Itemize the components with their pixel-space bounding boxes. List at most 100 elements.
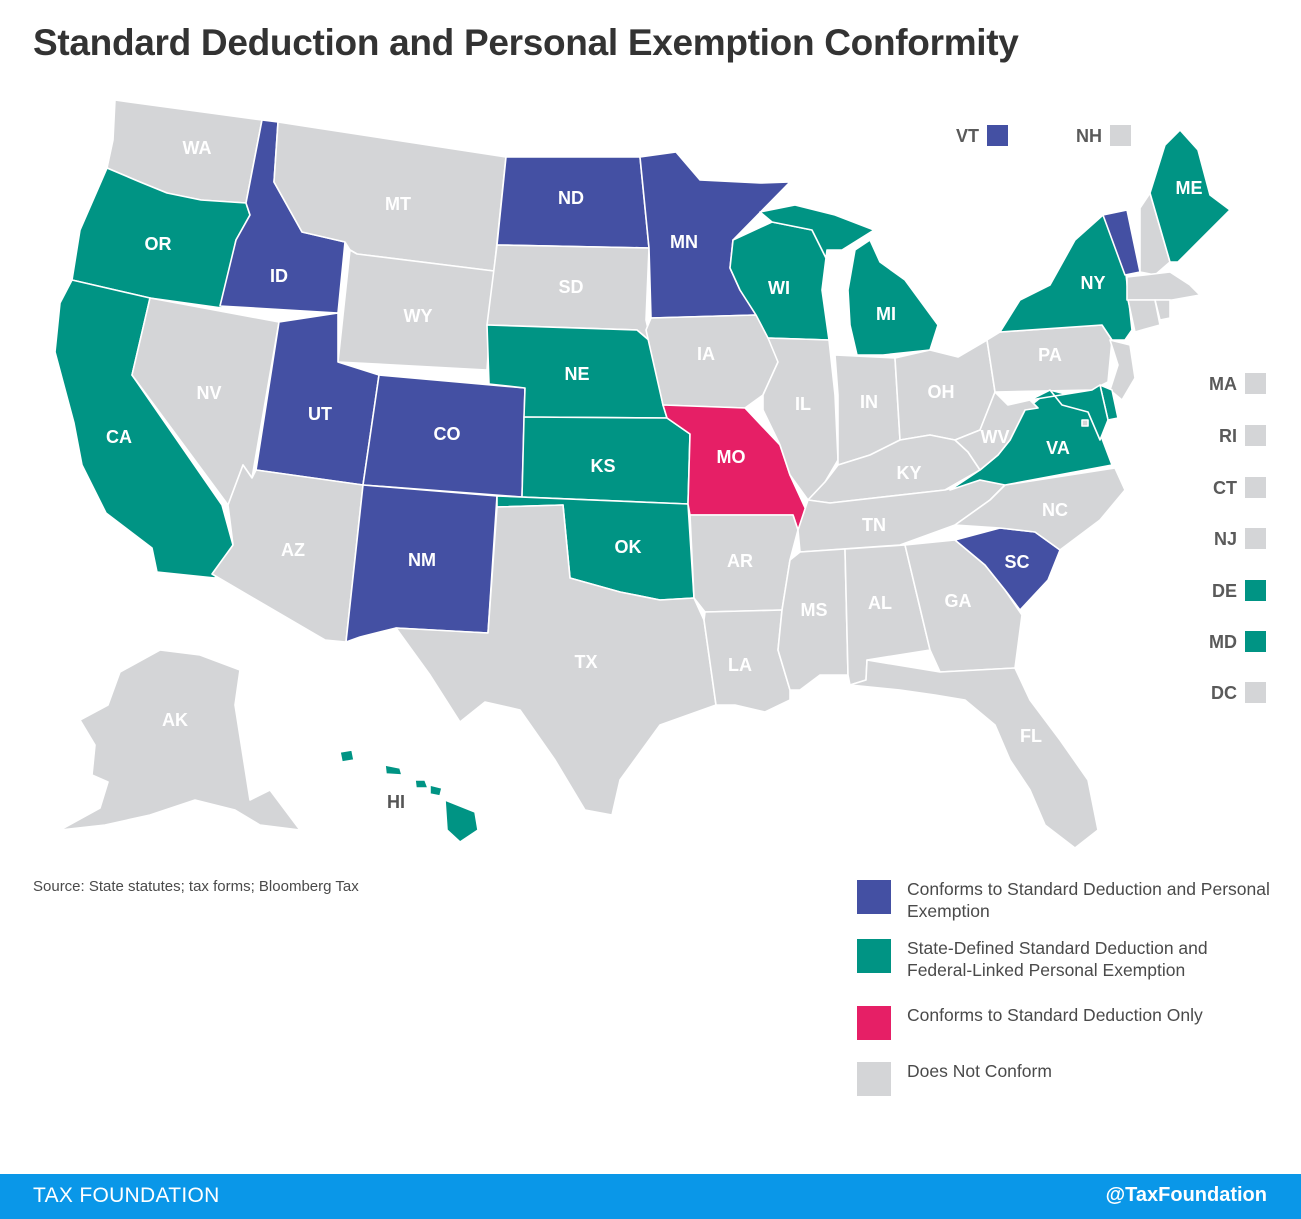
state-label-wv: WV: [981, 427, 1010, 447]
state-label-wa: WA: [183, 138, 212, 158]
state-label-in: IN: [860, 392, 878, 412]
state-label-fl: FL: [1020, 726, 1042, 746]
state-shape-me: [1149, 129, 1231, 263]
state-label-il: IL: [795, 394, 811, 414]
state-nc: [954, 467, 1126, 551]
state-shape-ri: [1154, 299, 1171, 321]
state-label-co: CO: [434, 424, 461, 444]
state-label-ks: KS: [590, 456, 615, 476]
state-label-tx: TX: [574, 652, 597, 672]
state-shape-ma: [1126, 271, 1201, 301]
legend-label: Does Not Conform: [907, 1061, 1052, 1081]
state-hi: [339, 749, 479, 843]
state-md: [1029, 384, 1109, 441]
state-label-ok: OK: [615, 537, 642, 557]
state-label-ny: NY: [1080, 273, 1105, 293]
inset-label-ct: CT: [1213, 478, 1237, 498]
state-shape-mi: [759, 204, 875, 259]
state-me: [1149, 129, 1231, 263]
state-label-mt: MT: [385, 194, 411, 214]
state-ms: [777, 548, 849, 691]
state-nh: [1139, 192, 1171, 276]
state-fl: [849, 659, 1099, 849]
state-il: [762, 337, 839, 501]
state-label-la: LA: [728, 655, 752, 675]
legend-label: State-Defined Standard Deduction and Fed…: [907, 938, 1208, 980]
source-note: Source: State statutes; tax forms; Bloom…: [33, 878, 359, 895]
state-label-sd: SD: [558, 277, 583, 297]
state-label-mn: MN: [670, 232, 698, 252]
state-shape-dc: [1081, 419, 1089, 427]
inset-square-ri: [1245, 425, 1266, 446]
state-label-oh: OH: [928, 382, 955, 402]
legend-label: Conforms to Standard Deduction and Perso…: [907, 879, 1270, 921]
footer-bar: TAX FOUNDATION @TaxFoundation: [0, 1174, 1301, 1219]
inset-square-md: [1245, 631, 1266, 652]
state-label-ky: KY: [896, 463, 921, 483]
state-ak: [59, 649, 301, 831]
state-shape-hi: [339, 749, 355, 763]
legend-swatch: [857, 939, 891, 973]
state-label-nd: ND: [558, 188, 584, 208]
inset-label-de: DE: [1212, 581, 1237, 601]
state-shape-wv: [954, 391, 1039, 471]
state-shape-hi: [414, 779, 429, 789]
state-label-mi: MI: [876, 304, 896, 324]
state-shape-nh: [1139, 192, 1171, 276]
state-label-nm: NM: [408, 550, 436, 570]
footer-handle: @TaxFoundation: [1105, 1184, 1267, 1206]
state-label-ne: NE: [564, 364, 589, 384]
inset-label-dc: DC: [1211, 683, 1237, 703]
state-ri: [1154, 299, 1171, 321]
state-label-ak: AK: [162, 710, 188, 730]
state-label-pa: PA: [1038, 345, 1062, 365]
state-ca: [54, 279, 234, 579]
state-shape-hi: [429, 784, 443, 797]
inset-square-nj: [1245, 528, 1266, 549]
state-wy: [337, 249, 495, 371]
state-label-ga: GA: [945, 591, 972, 611]
inset-label-nj: NJ: [1214, 529, 1237, 549]
state-label-or: OR: [145, 234, 172, 254]
state-label-nv: NV: [196, 383, 221, 403]
state-shape-nj: [1109, 339, 1136, 401]
state-label-hi: HI: [387, 792, 405, 812]
inset-square-dc: [1245, 682, 1266, 703]
state-label-sc: SC: [1004, 552, 1029, 572]
state-shape-md: [1029, 384, 1109, 441]
legend-swatch: [857, 1006, 891, 1040]
state-shape-mi: [847, 239, 939, 356]
state-shape-ca: [54, 279, 234, 579]
state-shape-hi: [384, 764, 403, 776]
state-tx: [395, 504, 717, 816]
state-ma: [1126, 271, 1201, 301]
footer-brand: TAX FOUNDATION: [33, 1184, 220, 1207]
state-shape-hi: [444, 799, 479, 843]
state-shape-ms: [777, 548, 849, 691]
state-label-ar: AR: [727, 551, 753, 571]
state-label-nc: NC: [1042, 500, 1068, 520]
state-label-ut: UT: [308, 404, 332, 424]
state-shape-nc: [954, 467, 1126, 551]
state-label-ca: CA: [106, 427, 132, 447]
state-shape-tx: [395, 504, 717, 816]
state-label-az: AZ: [281, 540, 305, 560]
inset-label-vt: VT: [956, 126, 979, 146]
state-shape-wy: [337, 249, 495, 371]
inset-square-de: [1245, 580, 1266, 601]
legend-swatch: [857, 1062, 891, 1096]
state-dc: [1081, 419, 1089, 427]
state-label-ms: MS: [801, 600, 828, 620]
state-shape-il: [762, 337, 839, 501]
state-label-mo: MO: [717, 447, 746, 467]
state-mi: [759, 204, 939, 356]
state-label-va: VA: [1046, 438, 1070, 458]
state-label-id: ID: [270, 266, 288, 286]
state-ct: [1127, 299, 1161, 333]
inset-square-ct: [1245, 477, 1266, 498]
state-label-me: ME: [1176, 178, 1203, 198]
state-wv: [954, 391, 1039, 471]
state-label-ia: IA: [697, 344, 715, 364]
state-label-al: AL: [868, 593, 892, 613]
